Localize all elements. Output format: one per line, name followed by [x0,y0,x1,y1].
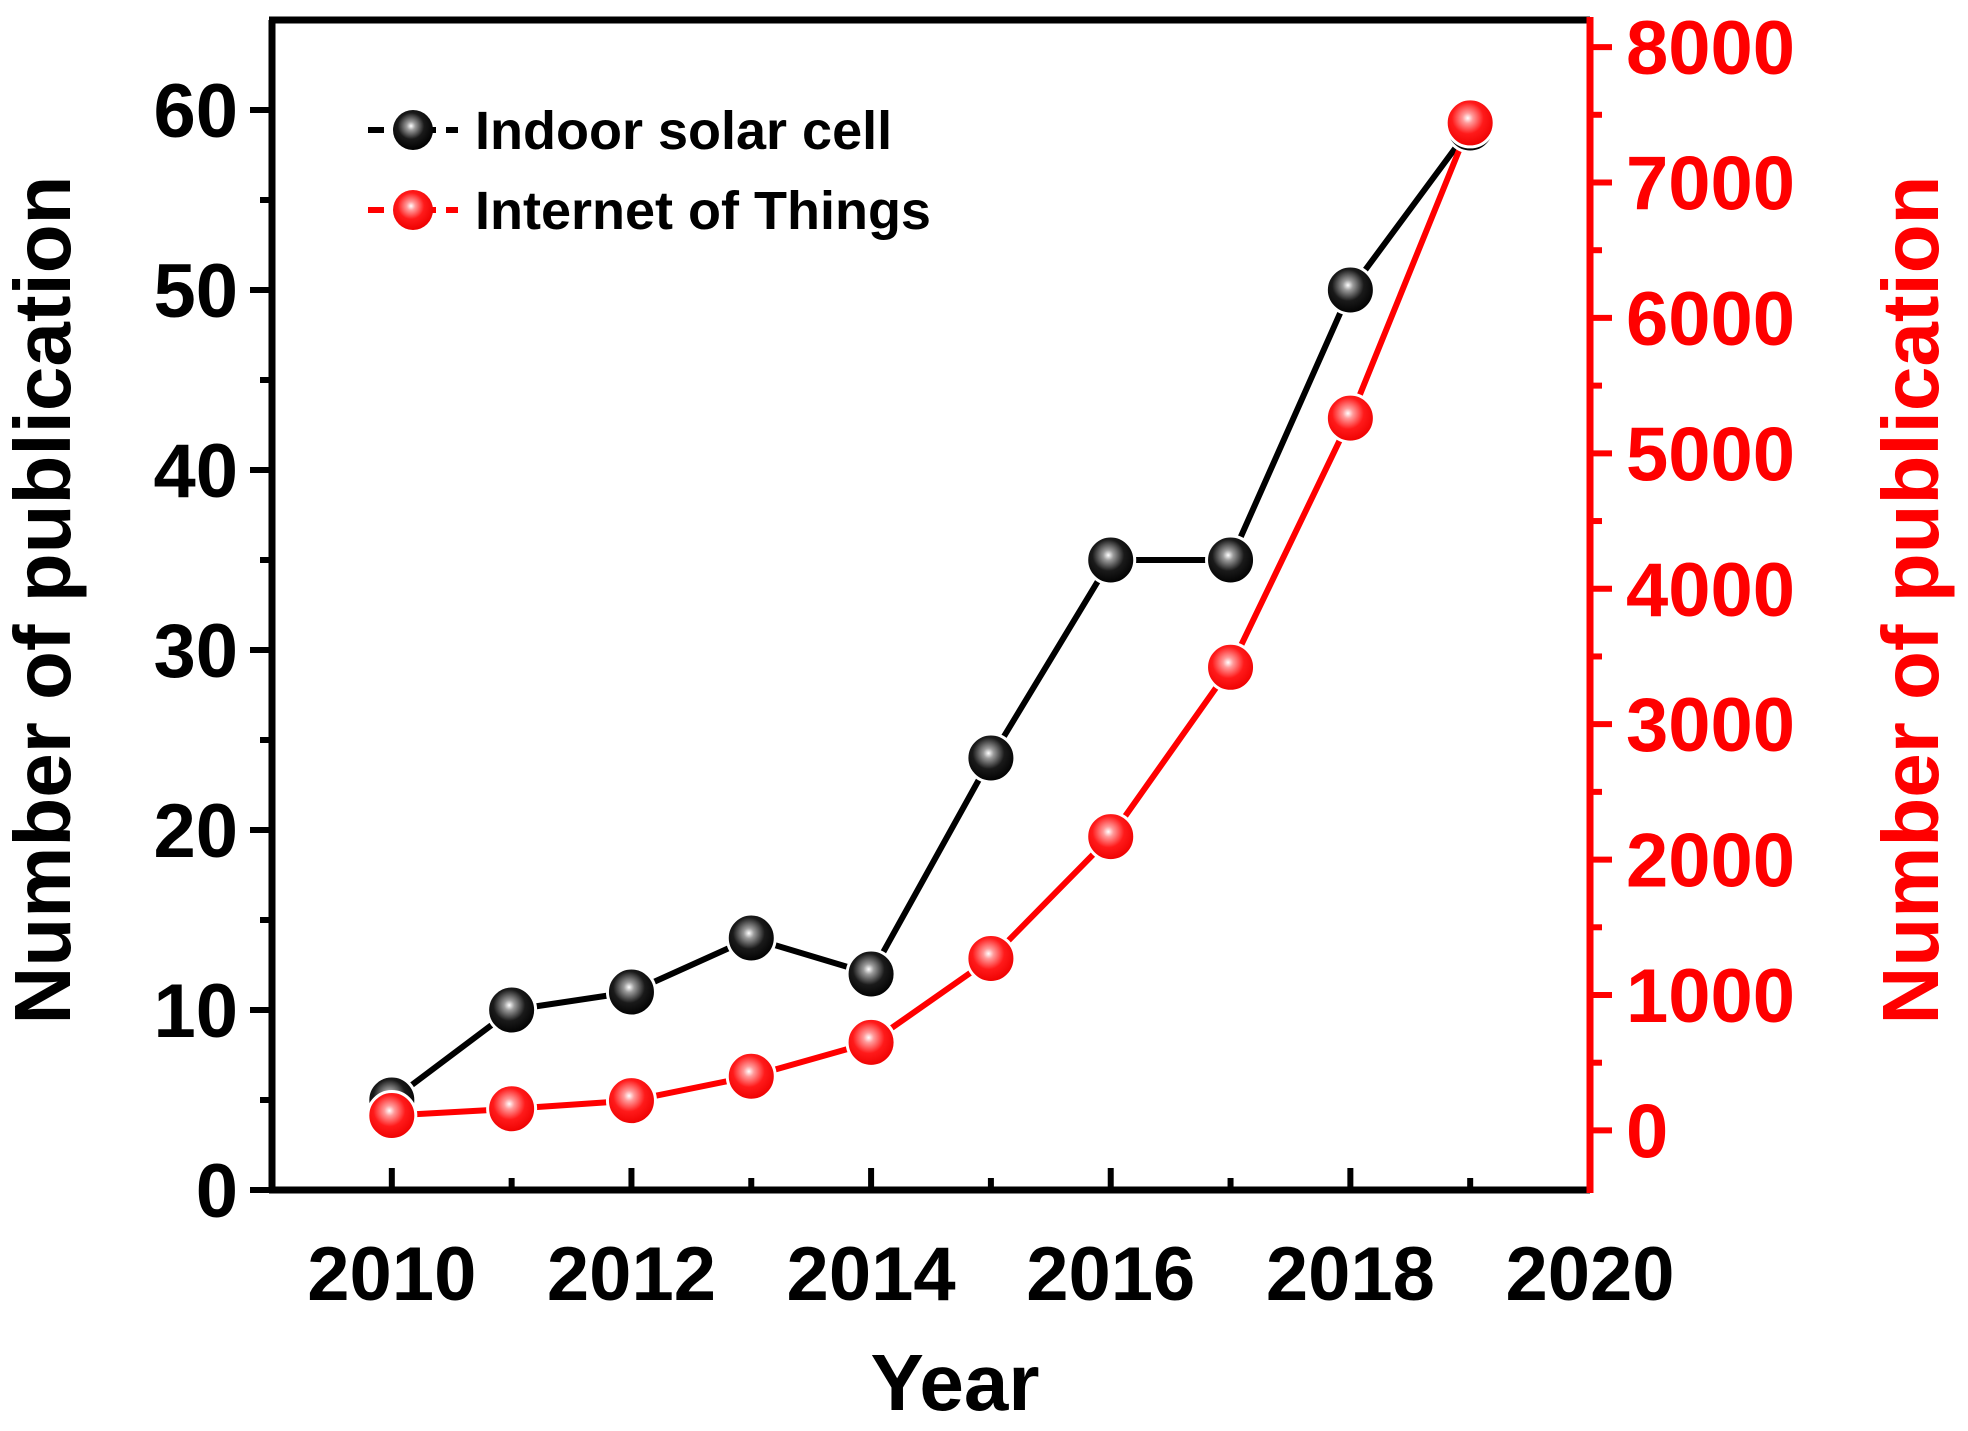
tick-labels: 0 10 20 30 40 50 60 0 1000 2000 3000 4000 5000 6000 70… [153,6,1795,1317]
y-tick-label: 60 [153,69,238,154]
series-line-internet-of-things [391,121,1473,1119]
y-tick-label: 50 [153,249,238,334]
x-tick-label: 2010 [307,1232,476,1317]
y2-tick-label: 1000 [1626,954,1795,1039]
data-point-indoor-solar-cell [486,984,538,1036]
y2-tick-label: 3000 [1626,683,1795,768]
data-point-internet-of-things [486,1083,538,1135]
y-axis-title-right: Number of publication [1866,176,1955,1025]
x-tick-label: 2016 [1026,1232,1195,1317]
data-point-indoor-solar-cell [605,966,657,1018]
legend: Indoor solar cell Internet of Things [368,101,931,241]
series-line-indoor-solar-cell [389,126,1473,1103]
x-tick-label: 2020 [1505,1232,1674,1317]
y2-tick-label: 0 [1626,1089,1668,1174]
plot-frame [268,16,1594,1194]
series-lines [389,121,1473,1119]
data-point-indoor-solar-cell [965,732,1017,784]
y2-tick-label: 6000 [1626,277,1795,362]
y2-tick-label: 8000 [1626,6,1795,91]
data-point-indoor-solar-cell [725,912,777,964]
y-axis-title-left: Number of publication [0,176,87,1025]
data-point-internet-of-things [1444,97,1496,149]
x-axis-title: Year [870,1338,1039,1427]
data-point-indoor-solar-cell [845,948,897,1000]
y2-tick-label: 5000 [1626,412,1795,497]
data-point-indoor-solar-cell [1205,534,1257,586]
data-point-internet-of-things [366,1090,418,1142]
data-point-internet-of-things [1085,811,1137,863]
data-point-internet-of-things [1205,641,1257,693]
y-tick-label: 10 [153,969,238,1054]
legend-label-internet-of-things: Internet of Things [475,181,931,241]
x-tick-label: 2014 [787,1232,956,1317]
legend-marker-indoor-solar-cell [393,110,433,150]
legend-marker-internet-of-things [393,190,433,230]
x-tick-label: 2018 [1266,1232,1435,1317]
y2-tick-label: 2000 [1626,819,1795,904]
y-tick-label: 20 [153,789,238,874]
y2-tick-label: 7000 [1626,142,1795,227]
axis-ticks [250,44,1612,1193]
y-tick-label: 0 [196,1149,238,1234]
y-tick-label: 40 [153,429,238,514]
data-point-indoor-solar-cell [1324,264,1376,316]
data-point-internet-of-things [965,932,1017,984]
data-point-internet-of-things [845,1016,897,1068]
series-markers [366,97,1496,1142]
x-tick-label: 2012 [547,1232,716,1317]
data-point-indoor-solar-cell [1085,534,1137,586]
y2-tick-label: 4000 [1626,548,1795,633]
data-point-internet-of-things [605,1075,657,1127]
y-tick-label: 30 [153,609,238,694]
legend-label-indoor-solar-cell: Indoor solar cell [475,101,892,161]
data-point-internet-of-things [725,1050,777,1102]
data-point-internet-of-things [1324,392,1376,444]
